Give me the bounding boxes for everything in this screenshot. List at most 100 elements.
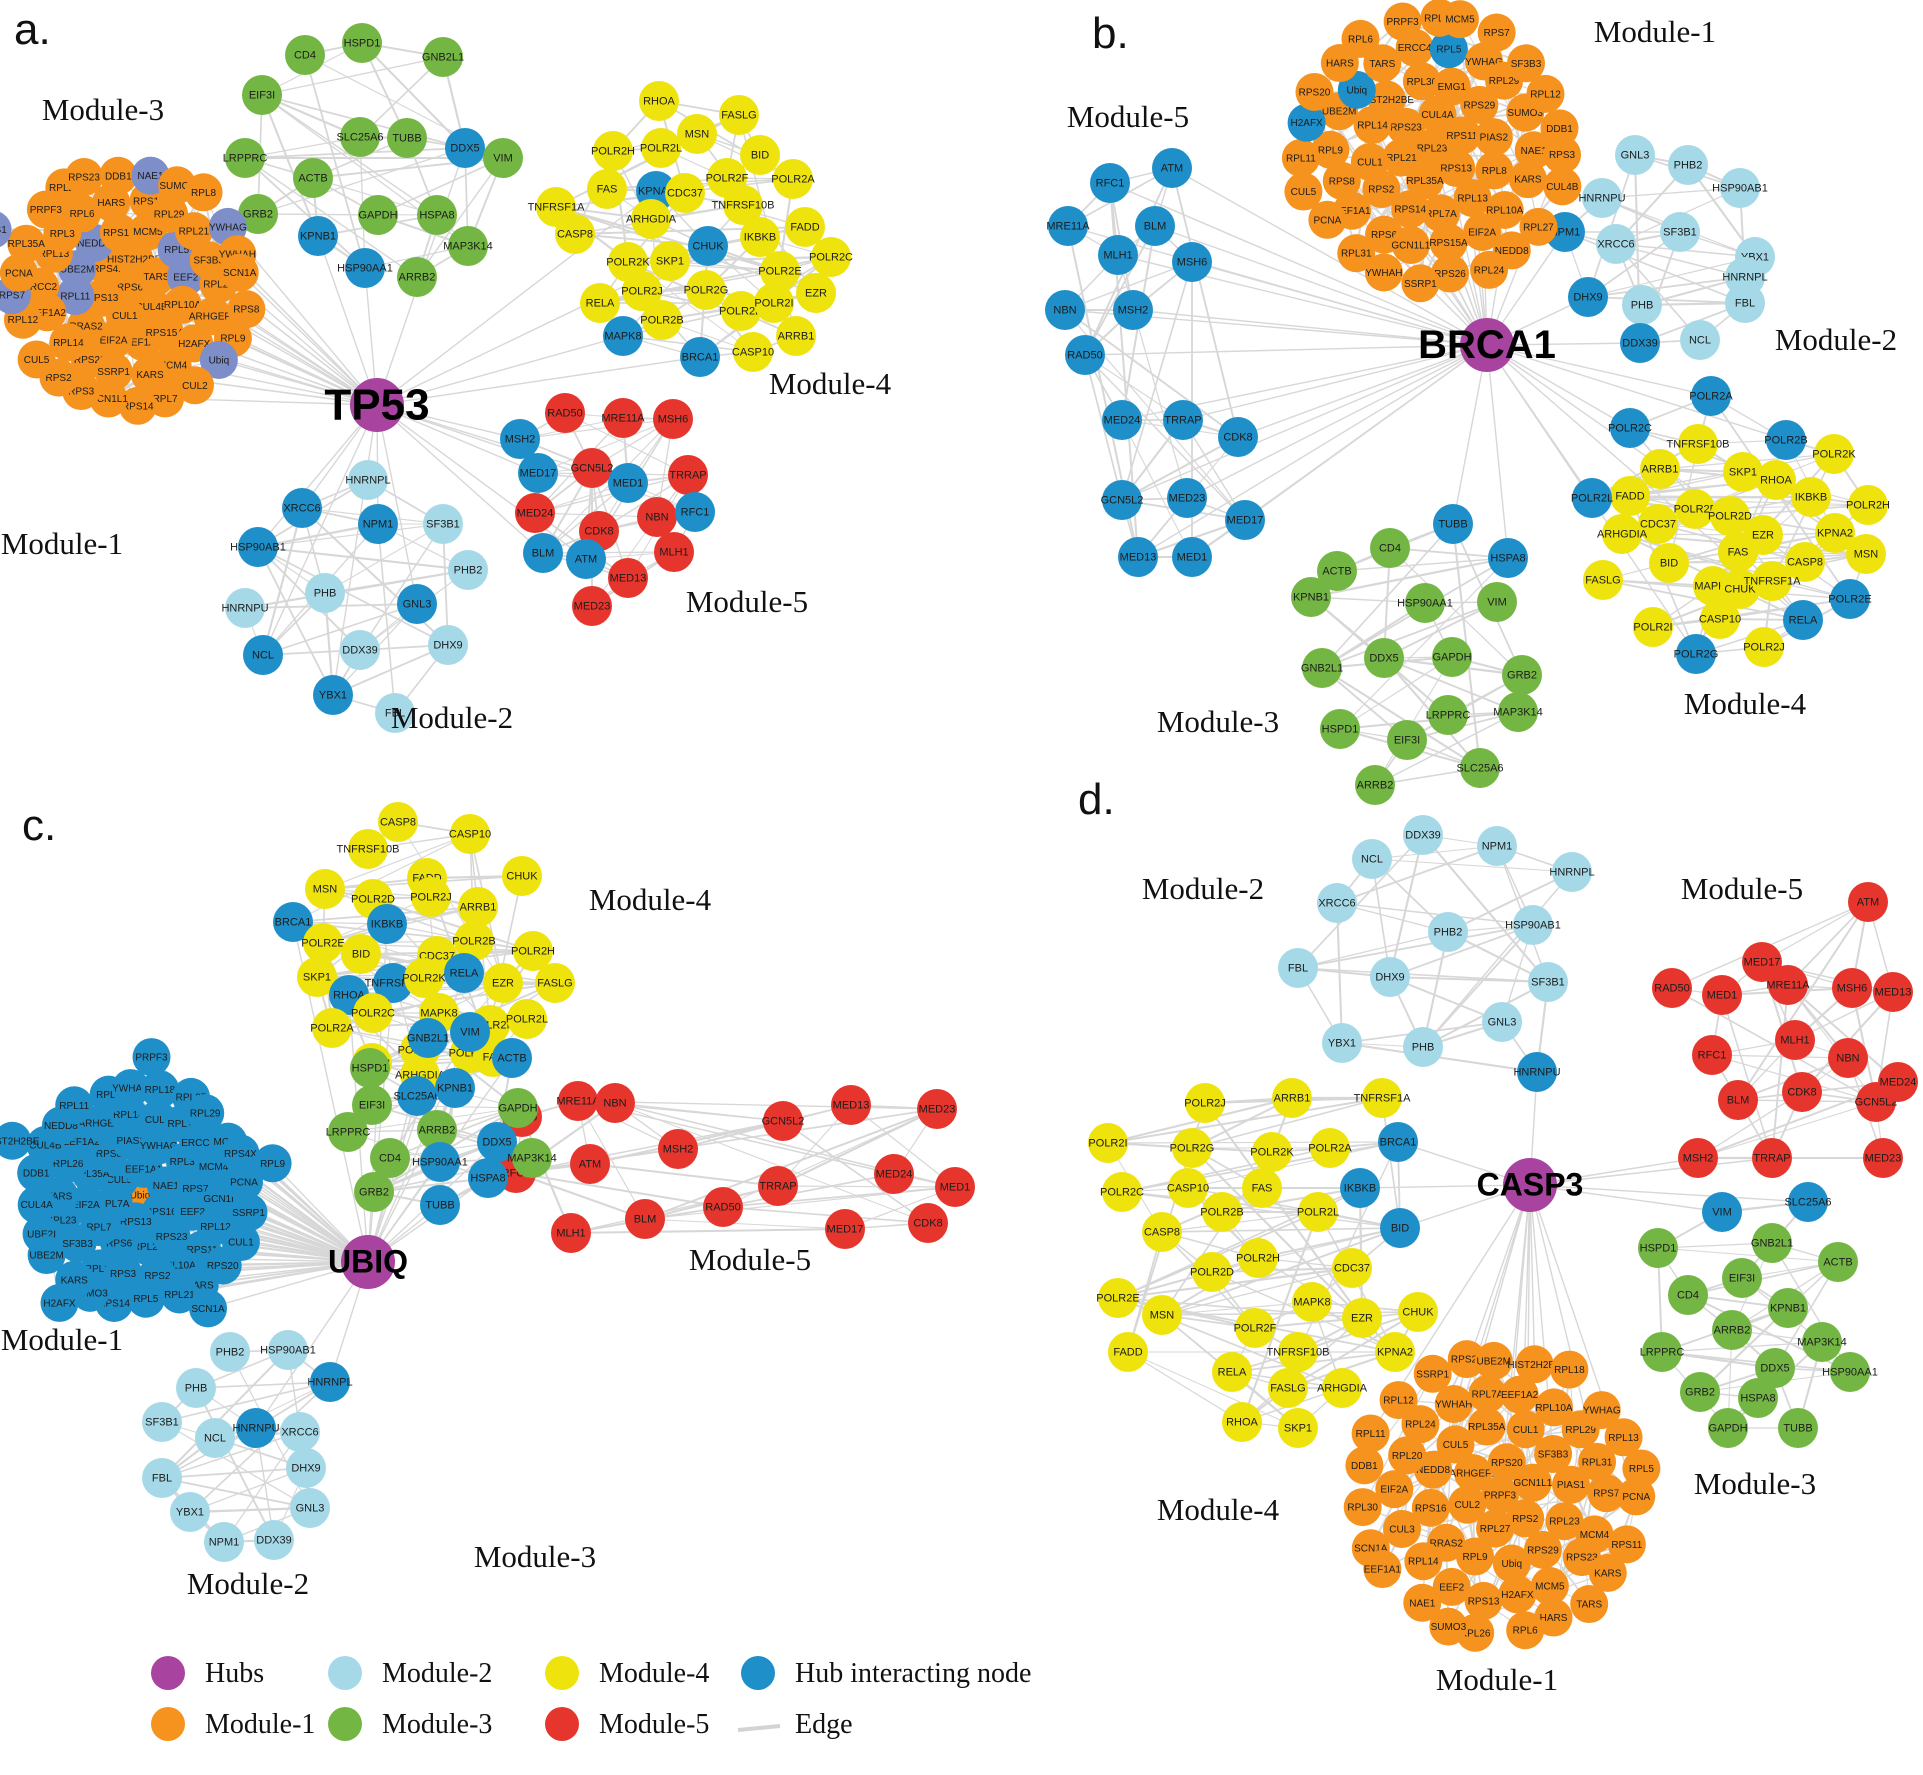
node-NBN: NBN — [1045, 290, 1085, 330]
module-node — [163, 285, 202, 324]
module-node — [641, 128, 681, 168]
module-node — [1364, 638, 1404, 678]
node-CUL2: CUL2 — [1448, 1485, 1487, 1524]
node-MED13: MED13 — [1873, 972, 1913, 1012]
module-node — [1476, 1509, 1515, 1548]
hub-interacting-node — [1287, 103, 1326, 142]
module-node — [483, 138, 523, 178]
node-VIM: VIM — [1477, 582, 1517, 622]
node-MSH2: MSH2 — [658, 1129, 698, 1169]
node-NCL: NCL — [1352, 839, 1392, 879]
hub-interacting-node — [0, 1121, 32, 1160]
node-CD4: CD4 — [1370, 528, 1410, 568]
module-node — [1528, 962, 1568, 1002]
module-node — [515, 493, 555, 533]
module-node — [1362, 1078, 1402, 1118]
module-node — [1744, 627, 1784, 667]
module-node — [1775, 1020, 1815, 1060]
node-MED23: MED23 — [917, 1089, 957, 1129]
node-PCNA: PCNA — [1308, 200, 1347, 239]
hub-interacting-node — [1172, 537, 1212, 577]
module-node — [625, 1199, 665, 1239]
node-MED24: MED24 — [874, 1154, 914, 1194]
module-node — [142, 1402, 182, 1442]
module-node — [303, 923, 343, 963]
module-node — [285, 35, 325, 75]
node-DDX39: DDX39 — [1403, 815, 1443, 855]
module-node — [1523, 1530, 1562, 1569]
module-node — [1492, 1544, 1531, 1583]
node-HSP90AB1: HSP90AB1 — [1505, 905, 1561, 945]
node-EIF3I: EIF3I — [1387, 720, 1427, 760]
node-DHX9: DHX9 — [286, 1448, 326, 1488]
node-TUBB: TUBB — [1433, 504, 1473, 544]
module-node — [1649, 543, 1689, 583]
module-node — [142, 1458, 182, 1498]
module-node — [1622, 285, 1662, 325]
module-node — [49, 323, 88, 362]
node-NCL: NCL — [195, 1418, 235, 1458]
node-MSH2: MSH2 — [500, 419, 540, 459]
module-node — [1602, 514, 1642, 554]
hub-interacting-node — [273, 902, 313, 942]
node-DDX5: DDX5 — [1364, 638, 1404, 678]
node-FAS: FAS — [1718, 532, 1758, 572]
module-node — [1752, 1138, 1792, 1178]
module-node — [1506, 1410, 1545, 1449]
module-node — [545, 393, 585, 433]
node-TRRAP: TRRAP — [1752, 1138, 1792, 1178]
module-node — [1447, 1340, 1486, 1379]
node-HNRNPL: HNRNPL — [345, 460, 391, 500]
hub-interacting-node — [1783, 600, 1823, 640]
hub-interacting-node — [1572, 478, 1612, 518]
module-node — [1102, 1172, 1142, 1212]
node-UBE2M: UBE2M — [27, 1236, 66, 1275]
module-node — [1543, 135, 1582, 174]
node-MED1: MED1 — [608, 463, 648, 503]
module-node — [1660, 212, 1700, 252]
module-node — [375, 693, 415, 733]
node-TARS: TARS — [1570, 1585, 1609, 1624]
module-node — [1311, 130, 1350, 169]
node-RHOA: RHOA — [1222, 1402, 1262, 1442]
node-MED17: MED17 — [1225, 500, 1265, 540]
module-node — [1513, 1463, 1552, 1502]
node-HNRNPU: HNRNPU — [1513, 1052, 1561, 1092]
node-RFC1: RFC1 — [1090, 163, 1130, 203]
module-label: Module-3 — [1157, 704, 1279, 739]
module-node — [1337, 234, 1376, 273]
node-HSPA8: HSPA8 — [1488, 538, 1528, 578]
node-FADD: FADD — [1108, 1332, 1148, 1372]
node-BID: BID — [740, 135, 780, 175]
node-MAPK8: MAPK8 — [1292, 1282, 1332, 1322]
module-node — [1388, 1436, 1427, 1475]
node-UBE2M: UBE2M — [1474, 1341, 1513, 1380]
node-PHB2: PHB2 — [210, 1332, 250, 1372]
module-node — [268, 1330, 308, 1370]
module-node — [0, 253, 38, 292]
node-PHB2: PHB2 — [1428, 912, 1468, 952]
module-node — [1607, 1525, 1646, 1564]
node-CDK8: CDK8 — [1782, 1072, 1822, 1112]
legend-label: Module-1 — [205, 1709, 315, 1740]
node-RELA: RELA — [1783, 600, 1823, 640]
hub-interacting-node — [186, 1094, 225, 1133]
module-node — [1722, 1258, 1762, 1298]
hub-interacting-node — [152, 1217, 191, 1256]
hub-interacting-node — [397, 1076, 437, 1116]
hub-interacting-node — [1702, 1192, 1742, 1232]
module-node — [1742, 942, 1782, 982]
module-node — [297, 957, 337, 997]
module-label: Module-1 — [1, 526, 123, 561]
module-node — [580, 283, 620, 323]
hub-node — [1460, 318, 1514, 372]
module-node — [1460, 85, 1499, 124]
node-POLR2I: POLR2I — [1633, 607, 1673, 647]
panel-letter: b. — [1092, 9, 1129, 58]
module-node — [1375, 1332, 1415, 1372]
module-node — [1545, 1502, 1584, 1541]
module-node — [423, 504, 463, 544]
module-node — [411, 877, 451, 917]
node-RPS7: RPS7 — [1477, 13, 1516, 52]
